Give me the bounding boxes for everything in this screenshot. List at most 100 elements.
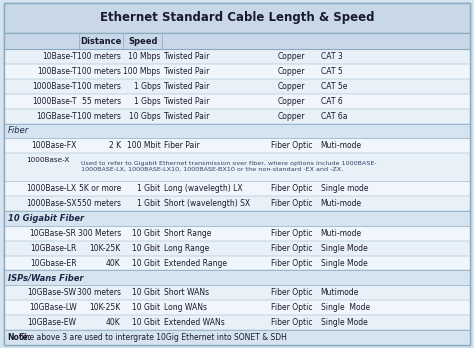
Text: Fiber Optic: Fiber Optic bbox=[271, 184, 312, 193]
Text: 10 Gbit: 10 Gbit bbox=[132, 318, 160, 327]
Bar bbox=[4, 153, 470, 181]
Text: 40K: 40K bbox=[106, 259, 121, 268]
Text: CAT 5: CAT 5 bbox=[320, 67, 342, 76]
Text: Long (wavelegth) LX: Long (wavelegth) LX bbox=[164, 184, 243, 193]
Bar bbox=[4, 109, 470, 124]
Bar bbox=[4, 33, 470, 49]
Text: 100 meters: 100 meters bbox=[77, 112, 121, 120]
Text: 10 Gbit: 10 Gbit bbox=[132, 229, 160, 238]
Text: Fiber Optic: Fiber Optic bbox=[271, 288, 312, 297]
Text: 1 Gbit: 1 Gbit bbox=[137, 199, 160, 208]
Text: Muti-mode: Muti-mode bbox=[320, 199, 362, 208]
Bar bbox=[4, 196, 470, 211]
Text: 10 Gigabit Fiber: 10 Gigabit Fiber bbox=[8, 214, 84, 223]
Text: 10 Mbps: 10 Mbps bbox=[128, 52, 160, 61]
Text: 2 K: 2 K bbox=[109, 141, 121, 150]
Text: 55 meters: 55 meters bbox=[82, 97, 121, 106]
Text: 100 Mbps: 100 Mbps bbox=[123, 67, 160, 76]
Bar bbox=[4, 241, 470, 255]
Text: Fiber Optic: Fiber Optic bbox=[271, 244, 312, 253]
Text: 10Gbase-ER: 10Gbase-ER bbox=[30, 259, 77, 268]
Text: 10 Gbit: 10 Gbit bbox=[132, 288, 160, 297]
Text: Fiber Optic: Fiber Optic bbox=[271, 141, 312, 150]
Text: 10GBase-SW: 10GBase-SW bbox=[27, 288, 77, 297]
Text: Single Mode: Single Mode bbox=[320, 244, 367, 253]
Bar bbox=[4, 330, 470, 345]
Bar bbox=[4, 64, 470, 79]
Text: 10GBase-LR: 10GBase-LR bbox=[30, 244, 77, 253]
Text: Muti-mode: Muti-mode bbox=[320, 229, 362, 238]
Text: 10Base-T: 10Base-T bbox=[42, 52, 77, 61]
Text: Note:: Note: bbox=[7, 333, 31, 342]
Text: Single Mode: Single Mode bbox=[320, 318, 367, 327]
Text: Muti-mode: Muti-mode bbox=[320, 141, 362, 150]
Text: 1000Base-LX: 1000Base-LX bbox=[27, 184, 77, 193]
Text: Single Mode: Single Mode bbox=[320, 259, 367, 268]
Bar bbox=[4, 49, 470, 64]
Text: Ethernet Standard Cable Length & Speed: Ethernet Standard Cable Length & Speed bbox=[100, 11, 374, 24]
Text: Fiber Optic: Fiber Optic bbox=[271, 199, 312, 208]
Bar bbox=[4, 124, 470, 139]
Text: Copper: Copper bbox=[278, 97, 306, 106]
Bar bbox=[4, 211, 470, 226]
Text: Copper: Copper bbox=[278, 82, 306, 91]
Text: Short WANs: Short WANs bbox=[164, 288, 210, 297]
Text: 10 Gbit: 10 Gbit bbox=[132, 259, 160, 268]
Text: 100 meters: 100 meters bbox=[77, 67, 121, 76]
Text: CAT 6: CAT 6 bbox=[320, 97, 342, 106]
Text: Fiber Optic: Fiber Optic bbox=[271, 303, 312, 312]
Text: ISPs/Wans Fiber: ISPs/Wans Fiber bbox=[8, 274, 83, 283]
Text: 10 Gbps: 10 Gbps bbox=[129, 112, 160, 120]
Text: Short (wavelength) SX: Short (wavelength) SX bbox=[164, 199, 251, 208]
Text: 10GBase-SR: 10GBase-SR bbox=[30, 229, 77, 238]
Text: 1 Gbps: 1 Gbps bbox=[134, 97, 160, 106]
Text: 300 Meters: 300 Meters bbox=[78, 229, 121, 238]
Text: Fiber: Fiber bbox=[8, 126, 29, 135]
Bar bbox=[4, 270, 470, 285]
Text: Long WANs: Long WANs bbox=[164, 303, 208, 312]
Text: 100 Mbit: 100 Mbit bbox=[127, 141, 160, 150]
Text: CAT 6a: CAT 6a bbox=[320, 112, 347, 120]
Bar bbox=[4, 79, 470, 94]
Text: 10GBase-EW: 10GBase-EW bbox=[27, 318, 77, 327]
Text: Copper: Copper bbox=[278, 67, 306, 76]
Text: 100 meters: 100 meters bbox=[77, 52, 121, 61]
Text: CAT 3: CAT 3 bbox=[320, 52, 342, 61]
Text: 300 meters: 300 meters bbox=[77, 288, 121, 297]
Text: Fiber Pair: Fiber Pair bbox=[164, 141, 200, 150]
Text: 100Base-FX: 100Base-FX bbox=[31, 141, 77, 150]
Text: Long Range: Long Range bbox=[164, 244, 210, 253]
Bar bbox=[4, 315, 470, 330]
Text: Twisted Pair: Twisted Pair bbox=[164, 82, 210, 91]
Text: Fiber Optic: Fiber Optic bbox=[271, 318, 312, 327]
Text: 1 Gbit: 1 Gbit bbox=[137, 184, 160, 193]
Text: Twisted Pair: Twisted Pair bbox=[164, 97, 210, 106]
Text: 10K-25K: 10K-25K bbox=[90, 303, 121, 312]
Bar bbox=[4, 3, 470, 33]
Text: Mutimode: Mutimode bbox=[320, 288, 359, 297]
Text: Fiber Optic: Fiber Optic bbox=[271, 259, 312, 268]
Text: Used to refer to Gigabit Ethernet transmission over fiber, where options include: Used to refer to Gigabit Ethernet transm… bbox=[81, 161, 376, 172]
Text: 40K: 40K bbox=[106, 318, 121, 327]
Bar bbox=[4, 285, 470, 300]
Text: 100 meters: 100 meters bbox=[77, 82, 121, 91]
Text: Twisted Pair: Twisted Pair bbox=[164, 52, 210, 61]
Text: 1000Base-X: 1000Base-X bbox=[27, 157, 70, 163]
Text: Extended Range: Extended Range bbox=[164, 259, 228, 268]
Text: 1000Base-T: 1000Base-T bbox=[32, 82, 77, 91]
Text: Distance: Distance bbox=[80, 37, 121, 46]
Text: Single mode: Single mode bbox=[320, 184, 368, 193]
Text: 10 Gbit: 10 Gbit bbox=[132, 244, 160, 253]
Text: 10GBase-T: 10GBase-T bbox=[36, 112, 77, 120]
Text: Speed: Speed bbox=[128, 37, 157, 46]
Text: Short Range: Short Range bbox=[164, 229, 212, 238]
Text: Copper: Copper bbox=[278, 52, 306, 61]
Bar bbox=[4, 181, 470, 196]
Text: The above 3 are used to intergrate 10Gig Ethernet into SONET & SDH: The above 3 are used to intergrate 10Gig… bbox=[20, 333, 287, 342]
Text: Twisted Pair: Twisted Pair bbox=[164, 67, 210, 76]
Text: Copper: Copper bbox=[278, 112, 306, 120]
Text: Extended WANs: Extended WANs bbox=[164, 318, 225, 327]
Text: 5K or more: 5K or more bbox=[79, 184, 121, 193]
Text: 1000Base-T: 1000Base-T bbox=[32, 97, 77, 106]
Text: 100Base-T: 100Base-T bbox=[37, 67, 77, 76]
